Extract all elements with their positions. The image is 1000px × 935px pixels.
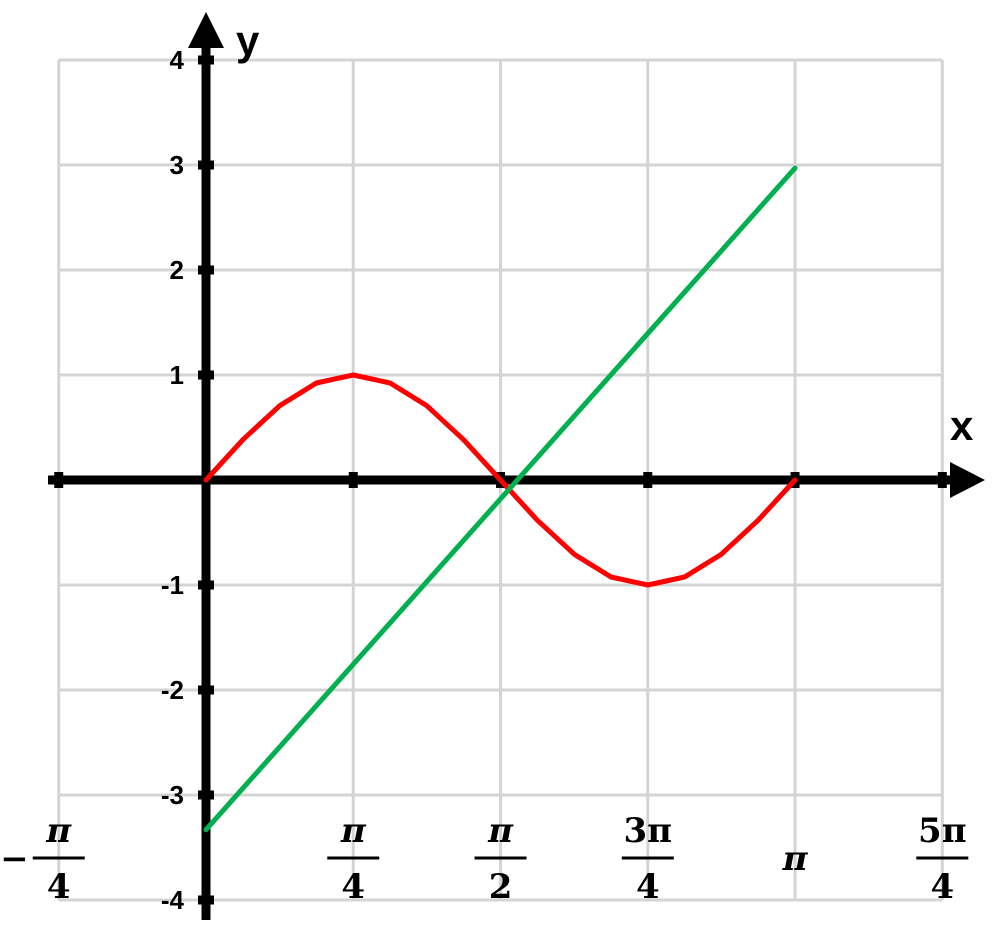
axes: x y	[48, 12, 985, 920]
x-tick-numerator: 5π	[918, 811, 967, 851]
x-tick-denominator: 2	[489, 867, 513, 907]
y-tick-label: 4	[170, 45, 185, 75]
x-tick-label: π 4−	[0, 811, 85, 907]
x-tick-numerator: π	[487, 811, 514, 851]
x-tick-numerator: π	[340, 811, 367, 851]
x-tick-denominator: 4	[47, 867, 71, 907]
y-tick-label: 1	[170, 360, 184, 390]
y-tick-label: 3	[170, 150, 184, 180]
x-tick-sign: −	[0, 839, 29, 879]
x-axis-label: x	[950, 402, 974, 449]
x-tick-label: π2	[474, 811, 527, 907]
y-axis-arrow	[188, 12, 224, 48]
y-tick-label: -2	[161, 675, 184, 705]
x-tick-numerator: 3π	[624, 811, 673, 851]
x-tick-denominator: 4	[930, 867, 954, 907]
y-tick-label: -4	[161, 885, 185, 915]
y-tick-label: 2	[170, 255, 184, 285]
x-axis-arrow	[950, 462, 985, 498]
x-tick-denominator: 4	[341, 867, 365, 907]
x-tick-label: 3π4	[621, 811, 674, 907]
x-tick-label: π4	[327, 811, 380, 907]
y-tick-label: -3	[161, 780, 184, 810]
x-tick-numerator: π	[782, 839, 809, 879]
y-axis-label: y	[236, 17, 260, 64]
series-group	[203, 165, 798, 833]
x-tick-numerator: π	[45, 811, 72, 851]
x-tick-denominator: 4	[636, 867, 660, 907]
series-line-1	[203, 372, 798, 588]
y-tick-label: -1	[161, 570, 184, 600]
series-line-2	[203, 165, 798, 833]
x-tick-label: 5π4	[916, 811, 969, 907]
x-tick-label: π	[782, 839, 809, 879]
